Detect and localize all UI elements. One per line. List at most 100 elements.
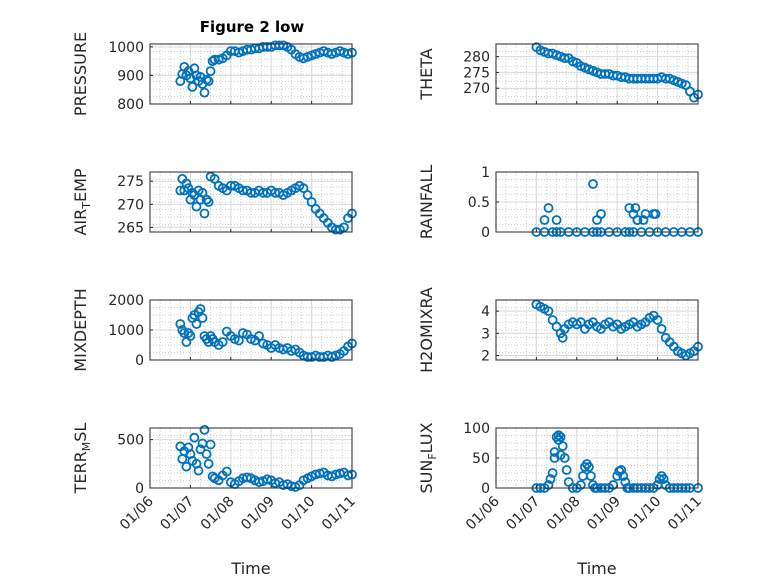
figure-title: Figure 2 low bbox=[200, 18, 305, 36]
y-tick-label: 270 bbox=[463, 81, 490, 97]
data-point bbox=[543, 480, 554, 490]
x-tick-label: 01/06 bbox=[463, 493, 503, 533]
data-point bbox=[203, 458, 214, 469]
data-point bbox=[561, 465, 572, 475]
axes-box bbox=[149, 171, 353, 233]
data-point bbox=[177, 454, 188, 464]
x-tick-label: 01/06 bbox=[117, 493, 157, 533]
data-point bbox=[242, 472, 252, 483]
subplot-air_temp: 265 270 275 AIRTEMP bbox=[71, 168, 357, 236]
data-point bbox=[217, 337, 228, 347]
data-point bbox=[201, 449, 212, 460]
data-point bbox=[181, 178, 192, 189]
data-point bbox=[638, 215, 649, 225]
y-tick-label: 270 bbox=[117, 197, 144, 213]
x-tick-label: 01/07 bbox=[503, 494, 543, 534]
y-axis-label-main: MIXDEPTH bbox=[71, 288, 90, 371]
x-axis-label: Time bbox=[230, 559, 270, 578]
axes-box bbox=[149, 43, 353, 105]
data-point bbox=[187, 187, 198, 198]
y-axis-label-main: TERR bbox=[71, 451, 90, 494]
y-axis-label-subscript: T bbox=[80, 202, 93, 210]
axes-box bbox=[495, 299, 699, 361]
data-point bbox=[233, 335, 244, 346]
data-point bbox=[553, 430, 564, 441]
data-point bbox=[254, 331, 265, 341]
data-point bbox=[189, 432, 200, 443]
data-point bbox=[559, 53, 570, 64]
axes-box bbox=[495, 43, 699, 105]
y-axis-label: RAINFALL bbox=[417, 165, 436, 240]
y-tick-label: 0 bbox=[481, 481, 490, 497]
subplot-rainfall: 0 0.5 1 RAINFALL bbox=[417, 165, 703, 241]
y-tick-label: 3 bbox=[481, 326, 490, 342]
y-tick-label: 2000 bbox=[108, 293, 144, 309]
y-tick-label: 800 bbox=[117, 97, 144, 113]
y-axis-label-main: PRESSURE bbox=[71, 32, 90, 116]
data-point bbox=[555, 450, 566, 460]
y-axis-label-subscript: F bbox=[426, 453, 439, 459]
data-point bbox=[652, 315, 663, 325]
y-tick-label: 2 bbox=[481, 349, 490, 365]
y-tick-label: 275 bbox=[463, 65, 490, 81]
y-tick-label: 500 bbox=[117, 433, 144, 449]
data-point bbox=[338, 222, 349, 233]
y-tick-label: 50 bbox=[472, 451, 490, 467]
x-tick-label: 01/09 bbox=[238, 494, 278, 534]
data-point bbox=[586, 471, 596, 481]
data-point bbox=[201, 194, 212, 205]
y-tick-label: 0 bbox=[481, 225, 490, 241]
data-point bbox=[588, 179, 598, 189]
data-point bbox=[175, 319, 186, 329]
y-tick-label: 275 bbox=[117, 174, 144, 190]
data-point bbox=[547, 468, 558, 478]
y-axis-label: AIRTEMP bbox=[71, 168, 93, 235]
data-point bbox=[203, 76, 214, 86]
y-tick-label: 265 bbox=[117, 220, 144, 236]
x-tick-label: 01/11 bbox=[665, 494, 705, 534]
y-axis-label-rest: LUX bbox=[417, 422, 436, 453]
data-point bbox=[195, 444, 206, 455]
data-point bbox=[543, 203, 554, 213]
y-tick-label: 1 bbox=[481, 165, 490, 181]
y-tick-label: 4 bbox=[481, 304, 490, 320]
data-point bbox=[209, 173, 220, 184]
y-axis-label-main: H2OMIXRA bbox=[417, 287, 436, 373]
y-axis-label-main: THETA bbox=[417, 48, 436, 100]
data-point bbox=[191, 201, 202, 212]
data-point bbox=[205, 66, 216, 76]
data-point bbox=[306, 197, 317, 207]
data-point bbox=[199, 208, 210, 219]
y-axis-label-main: RAINFALL bbox=[417, 165, 436, 240]
x-axis-label: Time bbox=[576, 559, 616, 578]
data-point bbox=[203, 197, 214, 207]
data-point bbox=[205, 439, 216, 450]
y-tick-label: 0 bbox=[135, 353, 144, 369]
data-point bbox=[221, 466, 232, 477]
data-point bbox=[302, 190, 313, 201]
y-axis-label-rest: SL bbox=[71, 423, 90, 442]
data-point bbox=[616, 465, 627, 475]
data-point bbox=[557, 332, 568, 343]
data-point bbox=[551, 215, 562, 225]
x-tick-label: 01/07 bbox=[157, 494, 197, 534]
data-point bbox=[181, 461, 192, 472]
y-tick-label: 0 bbox=[135, 481, 144, 497]
data-point bbox=[578, 471, 588, 481]
subplot-h2omixra: 2 3 4 H2OMIXRA bbox=[417, 287, 703, 373]
y-tick-label: 1000 bbox=[108, 40, 144, 56]
data-point bbox=[195, 304, 206, 314]
subplot-sun_flux: 0 50 100 SUNFLUX 01/06 01/07 01/08 01/09 01/10 01… bbox=[417, 421, 705, 578]
data-point bbox=[197, 313, 208, 323]
data-point bbox=[543, 306, 554, 317]
x-tick-label: 01/09 bbox=[584, 494, 624, 534]
y-tick-label: 900 bbox=[117, 68, 144, 84]
y-tick-label: 1000 bbox=[108, 323, 144, 339]
x-tick-label: 01/11 bbox=[319, 494, 359, 534]
x-tick-label: 01/10 bbox=[625, 494, 665, 534]
data-point bbox=[187, 82, 198, 92]
y-axis-label: H2OMIXRA bbox=[417, 287, 436, 373]
